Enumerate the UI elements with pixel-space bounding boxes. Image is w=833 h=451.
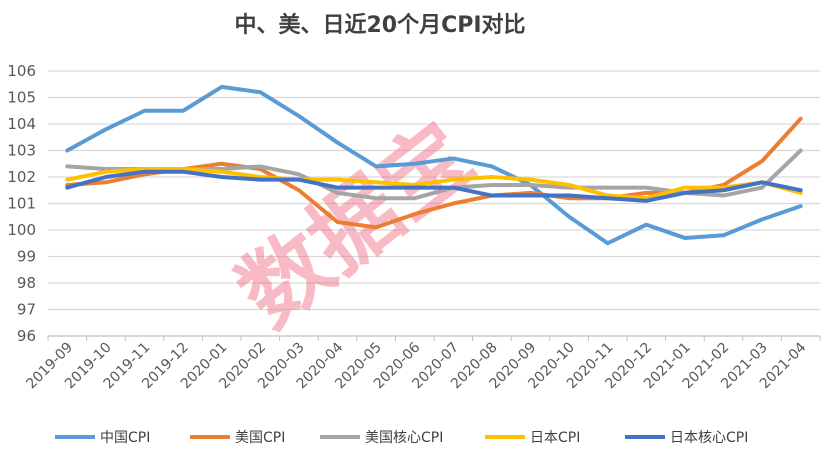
y-tick-label: 98 xyxy=(17,274,36,292)
y-tick-label: 96 xyxy=(17,327,36,345)
legend-label: 日本CPI xyxy=(530,430,580,446)
y-tick-label: 106 xyxy=(7,62,36,80)
legend-label: 美国CPI xyxy=(235,430,285,446)
y-tick-label: 100 xyxy=(7,221,36,239)
y-tick-label: 99 xyxy=(17,248,36,266)
series-line-0 xyxy=(65,84,803,246)
y-tick-label: 101 xyxy=(7,195,36,213)
y-tick-label: 102 xyxy=(7,168,36,186)
y-tick-label: 105 xyxy=(7,89,36,107)
y-tick-label: 103 xyxy=(7,142,36,160)
y-tick-label: 104 xyxy=(7,115,36,133)
legend-label: 美国核心CPI xyxy=(365,430,443,446)
series-line-3 xyxy=(65,167,803,201)
legend-label: 日本核心CPI xyxy=(670,430,748,446)
series-line-4 xyxy=(65,169,803,203)
y-tick-label: 97 xyxy=(17,301,36,319)
chart-title: 中、美、日近20个月CPI对比 xyxy=(234,12,525,38)
legend-label: 中国CPI xyxy=(100,430,150,446)
